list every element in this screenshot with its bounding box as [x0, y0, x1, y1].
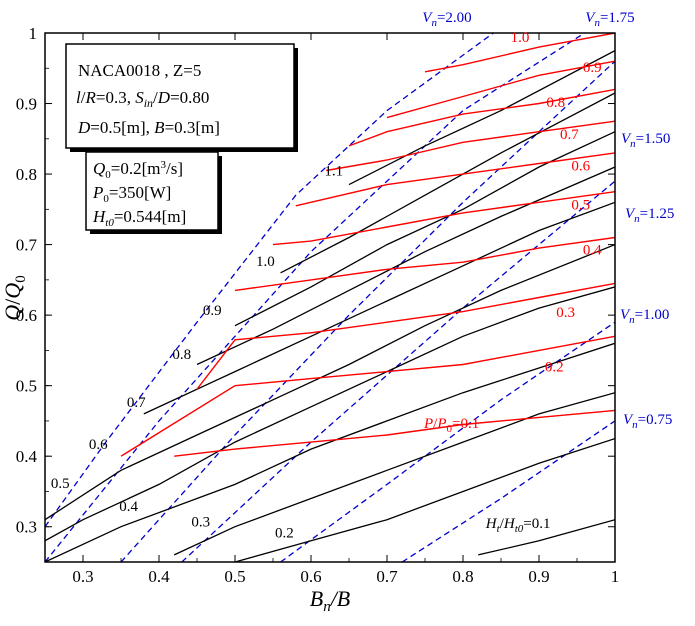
power-line-1.0: [424, 33, 615, 73]
vn-line-2.00: [45, 33, 494, 528]
power-line-0.6: [295, 152, 615, 207]
x-tick-label: 0.8: [452, 567, 473, 586]
head-label-0.9: 0.9: [203, 303, 222, 319]
head-lines: [45, 50, 615, 562]
x-tick-label: 1: [611, 567, 620, 586]
power-label-0.4: 0.4: [583, 242, 602, 258]
power-label-0.2: 0.2: [545, 360, 564, 376]
head-label-0.8: 0.8: [172, 347, 191, 363]
info-box-1: NACA0018 , Z=5 l/R=0.3, Sin/D=0.80 D=0.5…: [65, 43, 298, 152]
head-line-0.5: [45, 286, 615, 542]
power-label-0.9: 0.9: [583, 60, 602, 76]
power-line-0.7: [326, 120, 615, 172]
head-label-0.1: Ht/Ht0=0.1: [485, 516, 551, 535]
x-tick-label: 0.5: [224, 567, 245, 586]
power-line-0.8: [348, 88, 615, 147]
y-tick-label: 0.6: [16, 306, 37, 325]
y-tick-label: 0.5: [16, 377, 37, 396]
info-box-2: Q0=0.2[m3/s] P0=350[W] Ht0=0.544[m]: [85, 151, 222, 234]
power-lines: [120, 33, 615, 457]
head-line-1.0: [280, 92, 615, 274]
head-label-1.1: 1.1: [324, 163, 343, 179]
power-line-0.2: [120, 335, 615, 457]
head-line-1.1: [348, 50, 615, 186]
x-axis-title: Bn/B: [310, 586, 351, 615]
head-line-0.6: [45, 243, 615, 521]
head-line-0.2: [234, 437, 615, 562]
vn-label-0.75: Vn=0.75: [623, 412, 672, 431]
head-line-0.8: [196, 166, 615, 366]
info-box-1-line-1: NACA0018 , Z=5: [78, 61, 201, 80]
vn-label-2.00: Vn=2.00: [422, 10, 471, 29]
head-label-0.6: 0.6: [89, 437, 108, 453]
head-line-0.4: [45, 342, 615, 562]
x-tick-label: 0.7: [376, 567, 398, 586]
x-tick-label: 0.6: [300, 567, 321, 586]
y-tick-label: 0.3: [16, 518, 37, 537]
head-label-0.3: 0.3: [191, 515, 210, 531]
power-label-0.1: P/P0=0.1: [423, 416, 479, 435]
head-label-0.5: 0.5: [51, 476, 70, 492]
vn-line-1.00: [280, 321, 615, 562]
head-label-0.7: 0.7: [127, 395, 146, 411]
vn-label-1.75: Vn=1.75: [585, 10, 634, 29]
y-axis-title: Q/Q0: [0, 275, 29, 320]
power-label-0.6: 0.6: [571, 159, 590, 175]
info-box-1-line-3: D=0.5[m], B=0.3[m]: [77, 118, 220, 137]
vn-line-1.50: [120, 60, 615, 562]
power-line-0.5: [272, 191, 615, 246]
vn-label-1.50: Vn=1.50: [621, 131, 670, 150]
power-label-1.0: 1.0: [511, 30, 530, 46]
info-box-2-line-1: Q0=0.2[m3/s]: [93, 159, 183, 181]
vn-label-1.00: Vn=1.00: [620, 307, 669, 326]
head-line-0.1: [478, 519, 615, 556]
y-tick-label: 0.4: [16, 447, 38, 466]
x-tick-label: 0.4: [148, 567, 170, 586]
info-box-2-line-2: P0=350[W]: [92, 183, 171, 205]
power-line-0.4: [234, 236, 615, 292]
vn-label-1.25: Vn=1.25: [625, 206, 674, 225]
x-tick-label: 0.9: [528, 567, 549, 586]
head-label-0.2: 0.2: [275, 525, 294, 541]
info-box-1-line-2: l/R=0.3, Sin/D=0.80: [76, 88, 209, 110]
power-line-0.1: [174, 409, 615, 457]
x-tick-label: 0.3: [72, 567, 93, 586]
power-line-0.3: [196, 282, 615, 390]
plot-frame: [44, 32, 616, 563]
head-label-0.4: 0.4: [119, 499, 138, 515]
power-label-0.5: 0.5: [571, 197, 590, 213]
power-label-0.7: 0.7: [560, 127, 579, 143]
y-tick-label: 0.8: [16, 165, 37, 184]
power-label-0.3: 0.3: [556, 305, 575, 321]
vn-line-0.75: [401, 420, 615, 562]
head-line-0.3: [173, 392, 615, 556]
y-tick-label: 1: [29, 24, 38, 43]
head-label-1.0: 1.0: [256, 254, 275, 270]
axis-ticks: 0.3 0.4 0.5 0.6 0.7 0.8 0.9 1 0.3 0.4 0.5 0.6 0.7 0.8…: [16, 24, 620, 586]
head-line-0.7: [143, 201, 615, 415]
info-box-2-line-3: Ht0=0.544[m]: [92, 207, 186, 229]
power-label-0.8: 0.8: [546, 95, 565, 111]
line-labels: Ht/Ht0=0.1 0.2 0.3 0.4 0.5 0.6 0.7 0.8 0.9 1.0 1.1…: [51, 10, 675, 541]
y-tick-label: 0.7: [16, 236, 38, 255]
power-line-0.9: [386, 60, 615, 119]
y-tick-label: 0.9: [16, 95, 37, 114]
